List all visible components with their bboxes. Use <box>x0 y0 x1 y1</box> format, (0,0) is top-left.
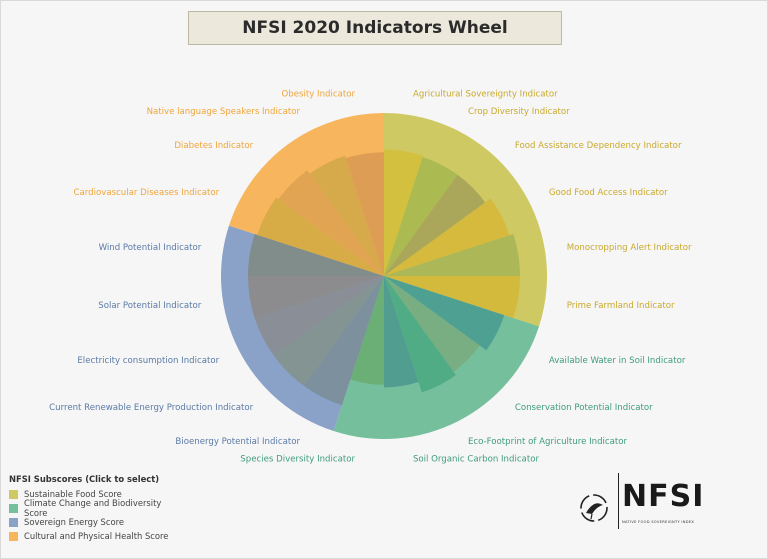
slice-good-food-access-indicator[interactable] <box>384 198 510 276</box>
label-good-food-access-indicator: Good Food Access Indicator <box>549 188 668 198</box>
label-electricity-consumption-indicator: Electricity consumption Indicator <box>77 356 219 366</box>
slice-prime-farmland-indicator[interactable] <box>384 276 520 319</box>
legend-item-sovereign-energy[interactable]: Sovereign Energy Score <box>9 515 179 529</box>
subscore-legend[interactable]: NFSI Subscores (Click to select) Sustain… <box>9 474 179 543</box>
label-prime-farmland-indicator: Prime Farmland Indicator <box>567 301 675 311</box>
slice-diabetes-indicator[interactable] <box>278 170 384 276</box>
label-obesity-indicator: Obesity Indicator <box>282 89 356 99</box>
page-title: NFSI 2020 Indicators Wheel <box>188 11 562 45</box>
slice-food-assistance-dependency-indicator[interactable] <box>384 174 486 276</box>
nfsi-logo: NFSI NATIVE FOOD SOVEREIGNTY INDEX <box>578 473 703 531</box>
label-cardiovascular-diseases-indicator: Cardiovascular Diseases Indicator <box>74 188 220 198</box>
label-current-renewable-energy-production-indicator: Current Renewable Energy Production Indi… <box>49 403 253 413</box>
label-species-diversity-indicator: Species Diversity Indicator <box>240 455 355 465</box>
legend-item-climate-biodiversity[interactable]: Climate Change and Biodiversity Score <box>9 498 179 518</box>
title-text: NFSI 2020 Indicators Wheel <box>242 18 508 38</box>
legend-swatch <box>9 517 18 527</box>
label-monocropping-alert-indicator: Monocropping Alert Indicator <box>567 243 692 253</box>
label-soil-organic-carbon-indicator: Soil Organic Carbon Indicator <box>413 455 540 465</box>
slice-native-language-speakers-indicator[interactable] <box>309 155 384 276</box>
slice-species-diversity-indicator[interactable] <box>350 276 384 385</box>
slice-available-water-in-soil-indicator[interactable] <box>384 276 505 351</box>
legend-swatch <box>9 489 18 499</box>
label-solar-potential-indicator: Solar Potential Indicator <box>98 301 201 311</box>
slice-monocropping-alert-indicator[interactable] <box>384 233 520 276</box>
slice-crop-diversity-indicator[interactable] <box>384 157 458 276</box>
label-agricultural-sovereignty-indicator: Agricultural Sovereignty Indicator <box>413 89 558 99</box>
slice-cardiovascular-diseases-indicator[interactable] <box>257 197 384 276</box>
legend-item-cultural-health[interactable]: Cultural and Physical Health Score <box>9 529 179 543</box>
logo-text: NFSI <box>622 479 705 514</box>
legend-item-sustainable-food[interactable]: Sustainable Food Score <box>9 487 179 501</box>
slice-obesity-indicator[interactable] <box>345 152 384 276</box>
legend-label: Climate Change and Biodiversity Score <box>24 498 162 518</box>
indicator-slices[interactable] <box>248 149 520 406</box>
label-diabetes-indicator: Diabetes Indicator <box>174 141 253 151</box>
legend-label: Sovereign Energy Score <box>24 517 125 527</box>
label-available-water-in-soil-indicator: Available Water in Soil Indicator <box>549 356 686 366</box>
label-conservation-potential-indicator: Conservation Potential Indicator <box>515 403 653 413</box>
indicator-labels: Agricultural Sovereignty Indicator Crop D… <box>49 89 692 464</box>
label-native-language-speakers-indicator: Native language Speakers Indicator <box>147 107 301 117</box>
slice-solar-potential-indicator[interactable] <box>248 276 384 319</box>
slice-soil-organic-carbon-indicator[interactable] <box>384 276 419 388</box>
slice-eco-footprint-of-agriculture-indicator[interactable] <box>384 276 456 393</box>
logo-divider <box>618 473 619 529</box>
slice-current-renewable-energy-production-indicator[interactable] <box>273 276 384 387</box>
label-food-assistance-dependency-indicator: Food Assistance Dependency Indicator <box>515 141 682 151</box>
legend-title: NFSI Subscores (Click to select) <box>9 474 160 484</box>
legend-swatch <box>9 531 18 541</box>
logo-subtitle: NATIVE FOOD SOVEREIGNTY INDEX <box>622 520 695 524</box>
slice-agricultural-sovereignty-indicator[interactable] <box>384 149 424 276</box>
label-wind-potential-indicator: Wind Potential Indicator <box>99 243 202 253</box>
legend-label: Sustainable Food Score <box>24 489 122 499</box>
slice-wind-potential-indicator[interactable] <box>248 233 384 276</box>
label-crop-diversity-indicator: Crop Diversity Indicator <box>468 107 570 117</box>
slice-bioenergy-potential-indicator[interactable] <box>304 276 384 406</box>
label-eco-footprint-of-agriculture-indicator: Eco-Footprint of Agriculture Indicator <box>468 437 628 447</box>
slice-conservation-potential-indicator[interactable] <box>384 276 480 372</box>
legend-swatch <box>9 503 18 513</box>
label-bioenergy-potential-indicator: Bioenergy Potential Indicator <box>175 437 300 447</box>
recycle-leaf-icon <box>580 494 608 522</box>
legend-label: Cultural and Physical Health Score <box>24 531 169 541</box>
slice-electricity-consumption-indicator[interactable] <box>254 276 384 356</box>
